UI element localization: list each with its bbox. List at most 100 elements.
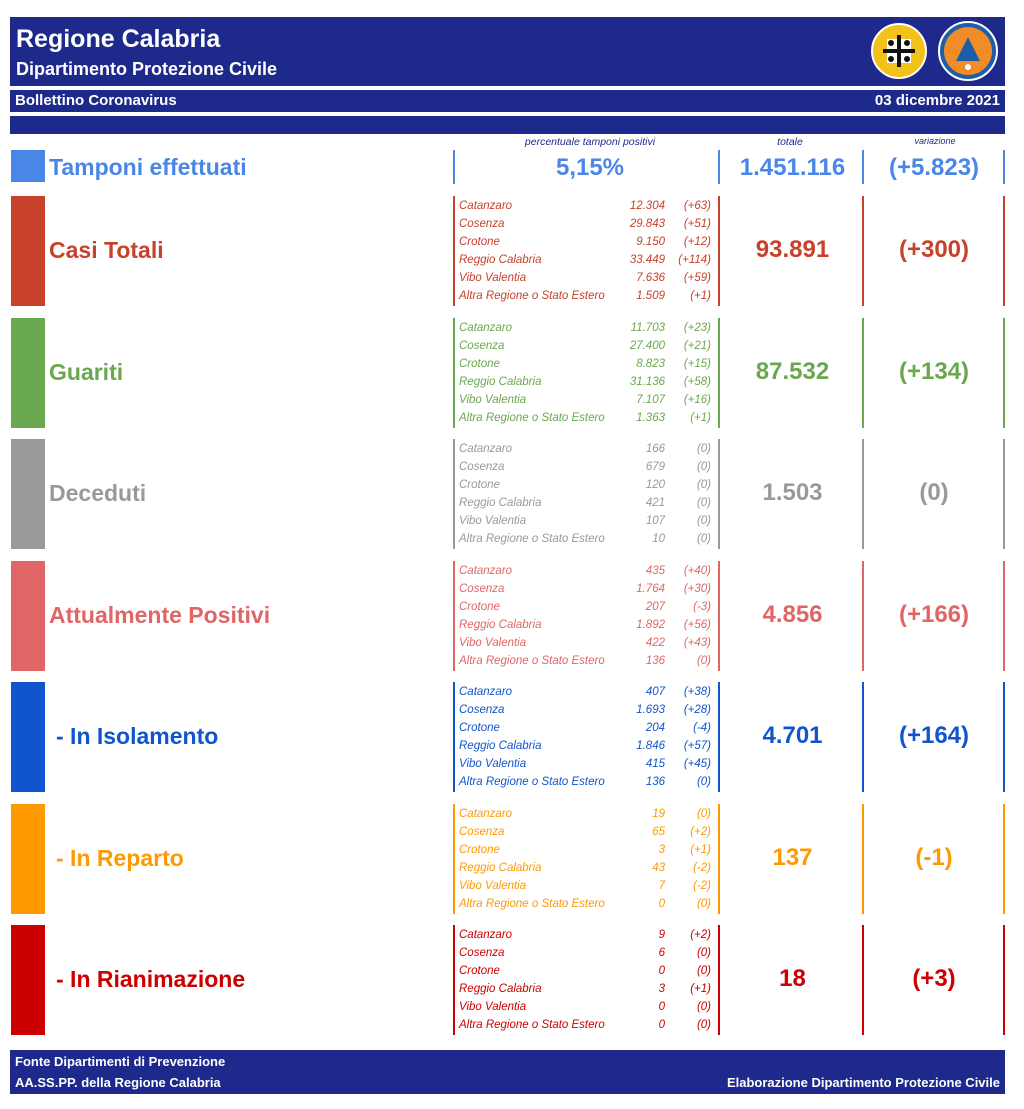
region-value: 107: [645, 515, 665, 527]
caption-positivity: percentuale tamponi positivi: [524, 136, 656, 148]
section-change: (+164): [898, 722, 970, 749]
section-divider: [718, 439, 720, 549]
region-name: Vibo Valentia: [459, 758, 527, 770]
region-row: Crotone 0 (0): [459, 962, 719, 980]
region-name: Altra Regione o Stato Estero: [459, 290, 605, 302]
region-row: Reggio Calabria 43 (-2): [459, 859, 719, 877]
region-name: Cosenza: [459, 340, 505, 352]
section-color-marker: [11, 682, 45, 792]
tamponi-row: Tamponi effettuati 5,15% 1.451.116 (+5.8…: [0, 148, 1024, 184]
section-divider: [718, 196, 720, 306]
region-row: Catanzaro 166 (0): [459, 440, 719, 458]
region-name: Crotone: [459, 479, 500, 491]
section-divider: [453, 196, 455, 306]
region-row: Catanzaro 12.304 (+63): [459, 197, 719, 215]
region-value: 1.764: [636, 583, 665, 595]
region-crest-icon: [871, 23, 927, 79]
section-divider: [1003, 318, 1005, 428]
region-value: 679: [645, 461, 665, 473]
region-name: Altra Regione o Stato Estero: [459, 533, 605, 545]
section-label: Attualmente Positivi: [49, 602, 271, 628]
section-label: - In Isolamento: [56, 723, 219, 749]
region-name: Catanzaro: [459, 565, 513, 577]
caption-total: totale: [777, 136, 803, 148]
region-row: Catanzaro 11.703 (+23): [459, 319, 719, 337]
region-name: Crotone: [459, 722, 500, 734]
section-row: - In Rianimazione Catanzaro 9 (+2) Cosenza 6 (…: [0, 925, 1024, 1035]
region-value: 0: [658, 1019, 665, 1031]
tamponi-divider: [1003, 150, 1005, 184]
region-name: Cosenza: [459, 947, 505, 959]
section-divider: [1003, 925, 1005, 1035]
region-row: Cosenza 29.843 (+51): [459, 215, 719, 233]
section-row: Casi Totali Catanzaro 12.304 (+63) Cosenza 29…: [0, 196, 1024, 306]
region-name: Crotone: [459, 844, 500, 856]
region-delta: (0): [696, 443, 711, 455]
region-row: Catanzaro 9 (+2): [459, 926, 719, 944]
section-total: 93.891: [755, 236, 830, 263]
region-delta: (+63): [683, 200, 711, 212]
bulletin-date: 03 dicembre 2021: [874, 92, 1000, 109]
region-delta: (+1): [690, 412, 711, 424]
region-row: Crotone 3 (+1): [459, 841, 719, 859]
region-row: Altra Regione o Stato Estero 1.363 (+1): [459, 409, 719, 427]
section-change: (-1): [915, 844, 953, 871]
region-name: Cosenza: [459, 583, 505, 595]
region-row: Crotone 120 (0): [459, 476, 719, 494]
region-delta: (+30): [683, 583, 711, 595]
region-delta: (-2): [693, 862, 711, 874]
region-value: 27.400: [629, 340, 665, 352]
region-row: Crotone 8.823 (+15): [459, 355, 719, 373]
region-value: 415: [645, 758, 665, 770]
region-name: Catanzaro: [459, 686, 513, 698]
section-divider: [453, 804, 455, 914]
section-divider: [453, 561, 455, 671]
section-divider: [1003, 804, 1005, 914]
region-name: Altra Regione o Stato Estero: [459, 655, 605, 667]
tamponi-divider: [453, 150, 455, 184]
region-value: 7: [658, 880, 665, 892]
region-delta: (0): [696, 776, 711, 788]
section-row: - In Isolamento Catanzaro 407 (+38) Cosenza 1…: [0, 682, 1024, 792]
region-list: Catanzaro 19 (0) Cosenza 65 (+2) Crotone 3 (+1) R…: [459, 805, 719, 913]
region-row: Vibo Valentia 7.636 (+59): [459, 269, 719, 287]
section-change: (+300): [898, 236, 970, 263]
region-row: Altra Regione o Stato Estero 136 (0): [459, 773, 719, 791]
section-row: Deceduti Catanzaro 166 (0) Cosenza 679 (0) Crot…: [0, 439, 1024, 549]
region-delta: (+21): [683, 340, 711, 352]
region-row: Altra Regione o Stato Estero 0 (0): [459, 895, 719, 913]
region-delta: (0): [696, 965, 711, 977]
section-divider: [1003, 439, 1005, 549]
region-list: Catanzaro 12.304 (+63) Cosenza 29.843 (+51) Cr…: [459, 197, 719, 305]
footer-credit: Elaborazione Dipartimento Protezione Civ…: [726, 1075, 1000, 1090]
region-list: Catanzaro 11.703 (+23) Cosenza 27.400 (+21) Cr…: [459, 319, 719, 427]
region-name: Reggio Calabria: [459, 376, 542, 388]
section-divider: [1003, 682, 1005, 792]
section-label: - In Reparto: [56, 845, 184, 871]
region-row: Reggio Calabria 3 (+1): [459, 980, 719, 998]
region-name: Catanzaro: [459, 929, 513, 941]
region-value: 0: [658, 1001, 665, 1013]
section-divider: [718, 925, 720, 1035]
section-divider: [718, 318, 720, 428]
section-divider: [862, 682, 864, 792]
region-delta: (+59): [683, 272, 711, 284]
section-divider: [862, 925, 864, 1035]
section-color-marker: [11, 196, 45, 306]
region-value: 9.150: [636, 236, 665, 248]
region-delta: (0): [696, 655, 711, 667]
region-value: 10: [652, 533, 665, 545]
region-name: Reggio Calabria: [459, 254, 542, 266]
region-delta: (+2): [690, 826, 711, 838]
region-delta: (0): [696, 479, 711, 491]
section-change: (+134): [898, 358, 970, 385]
region-value: 435: [645, 565, 665, 577]
region-delta: (+51): [683, 218, 711, 230]
region-row: Reggio Calabria 421 (0): [459, 494, 719, 512]
section-divider: [453, 439, 455, 549]
region-name: Crotone: [459, 965, 500, 977]
section-change: (+166): [898, 601, 970, 628]
region-value: 11.703: [630, 322, 665, 334]
region-row: Catanzaro 19 (0): [459, 805, 719, 823]
header-banner: Regione Calabria Dipartimento Protezione…: [10, 17, 1005, 86]
